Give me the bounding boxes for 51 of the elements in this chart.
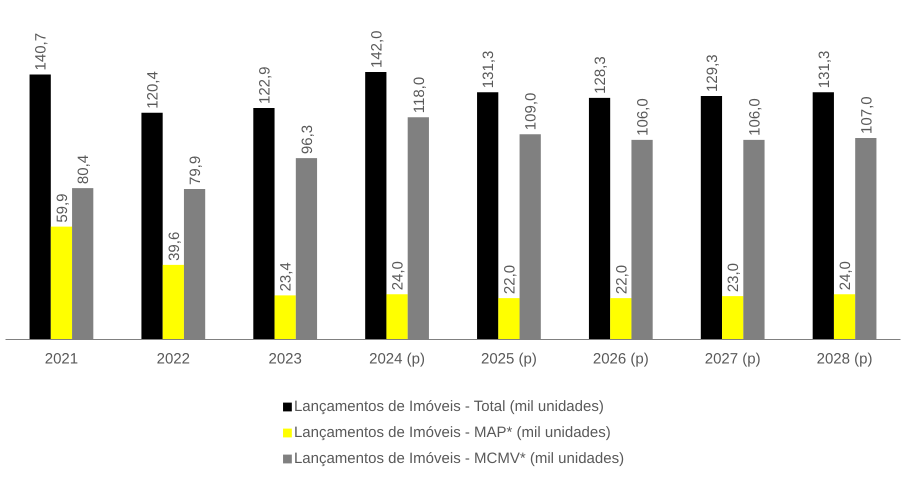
data-label: 129,3 <box>704 54 721 92</box>
data-label: 22,0 <box>501 264 518 294</box>
bar <box>253 108 275 340</box>
bar <box>274 295 296 340</box>
data-label: 106,0 <box>634 98 652 136</box>
data-label: 96,3 <box>298 124 316 154</box>
bar <box>700 96 722 340</box>
x-tick-label: 2024 (p) <box>369 350 426 368</box>
x-tick-label: 2025 (p) <box>481 350 537 368</box>
bar <box>141 112 163 340</box>
data-label: 22,0 <box>613 264 630 294</box>
data-label: 131,3 <box>816 50 833 88</box>
legend-label: Lançamentos de Imóveis - MAP* (mil unidades) <box>294 424 611 442</box>
data-label: 39,6 <box>166 232 183 261</box>
bar <box>386 294 408 340</box>
data-label: 59,9 <box>54 193 71 223</box>
data-label: 80,4 <box>75 154 92 184</box>
data-label: 118,0 <box>410 76 428 114</box>
bar <box>162 264 184 340</box>
legend-label: Lançamentos de Imóveis - Total (mil unidades) <box>294 398 604 416</box>
bar <box>812 92 834 340</box>
x-tick-label: 2022 <box>156 350 190 368</box>
data-label: 142,0 <box>368 30 386 68</box>
x-tick-label: 2023 <box>268 350 302 368</box>
bar <box>498 298 520 340</box>
data-label: 122,9 <box>256 66 274 104</box>
data-label: 128,3 <box>592 56 610 94</box>
x-tick-label: 2021 <box>44 350 78 368</box>
bar <box>365 72 386 340</box>
data-label: 140,7 <box>32 32 50 70</box>
bar <box>477 92 498 340</box>
data-label: 23,0 <box>725 262 742 292</box>
data-label: 131,3 <box>480 50 498 88</box>
data-label: 107,0 <box>858 96 876 134</box>
bar <box>610 298 632 340</box>
data-label: 109,0 <box>522 92 540 130</box>
data-label: 24,0 <box>390 261 407 290</box>
x-tick-label: 2026 (p) <box>592 350 649 368</box>
bar <box>588 98 610 340</box>
data-label: 106,0 <box>746 98 764 136</box>
data-label: 24,0 <box>837 261 854 290</box>
data-label: 79,9 <box>187 156 204 186</box>
x-tick-label: 2027 (p) <box>704 350 761 368</box>
legend-label: Lançamentos de Imóveis - MCMV* (mil unidades) <box>294 450 624 468</box>
bar <box>722 296 744 340</box>
bar <box>50 226 72 340</box>
bar <box>834 294 856 340</box>
data-label: 120,4 <box>144 71 162 109</box>
data-label: 23,4 <box>278 262 295 292</box>
x-tick-label: 2028 (p) <box>816 350 873 368</box>
bar <box>30 74 51 340</box>
